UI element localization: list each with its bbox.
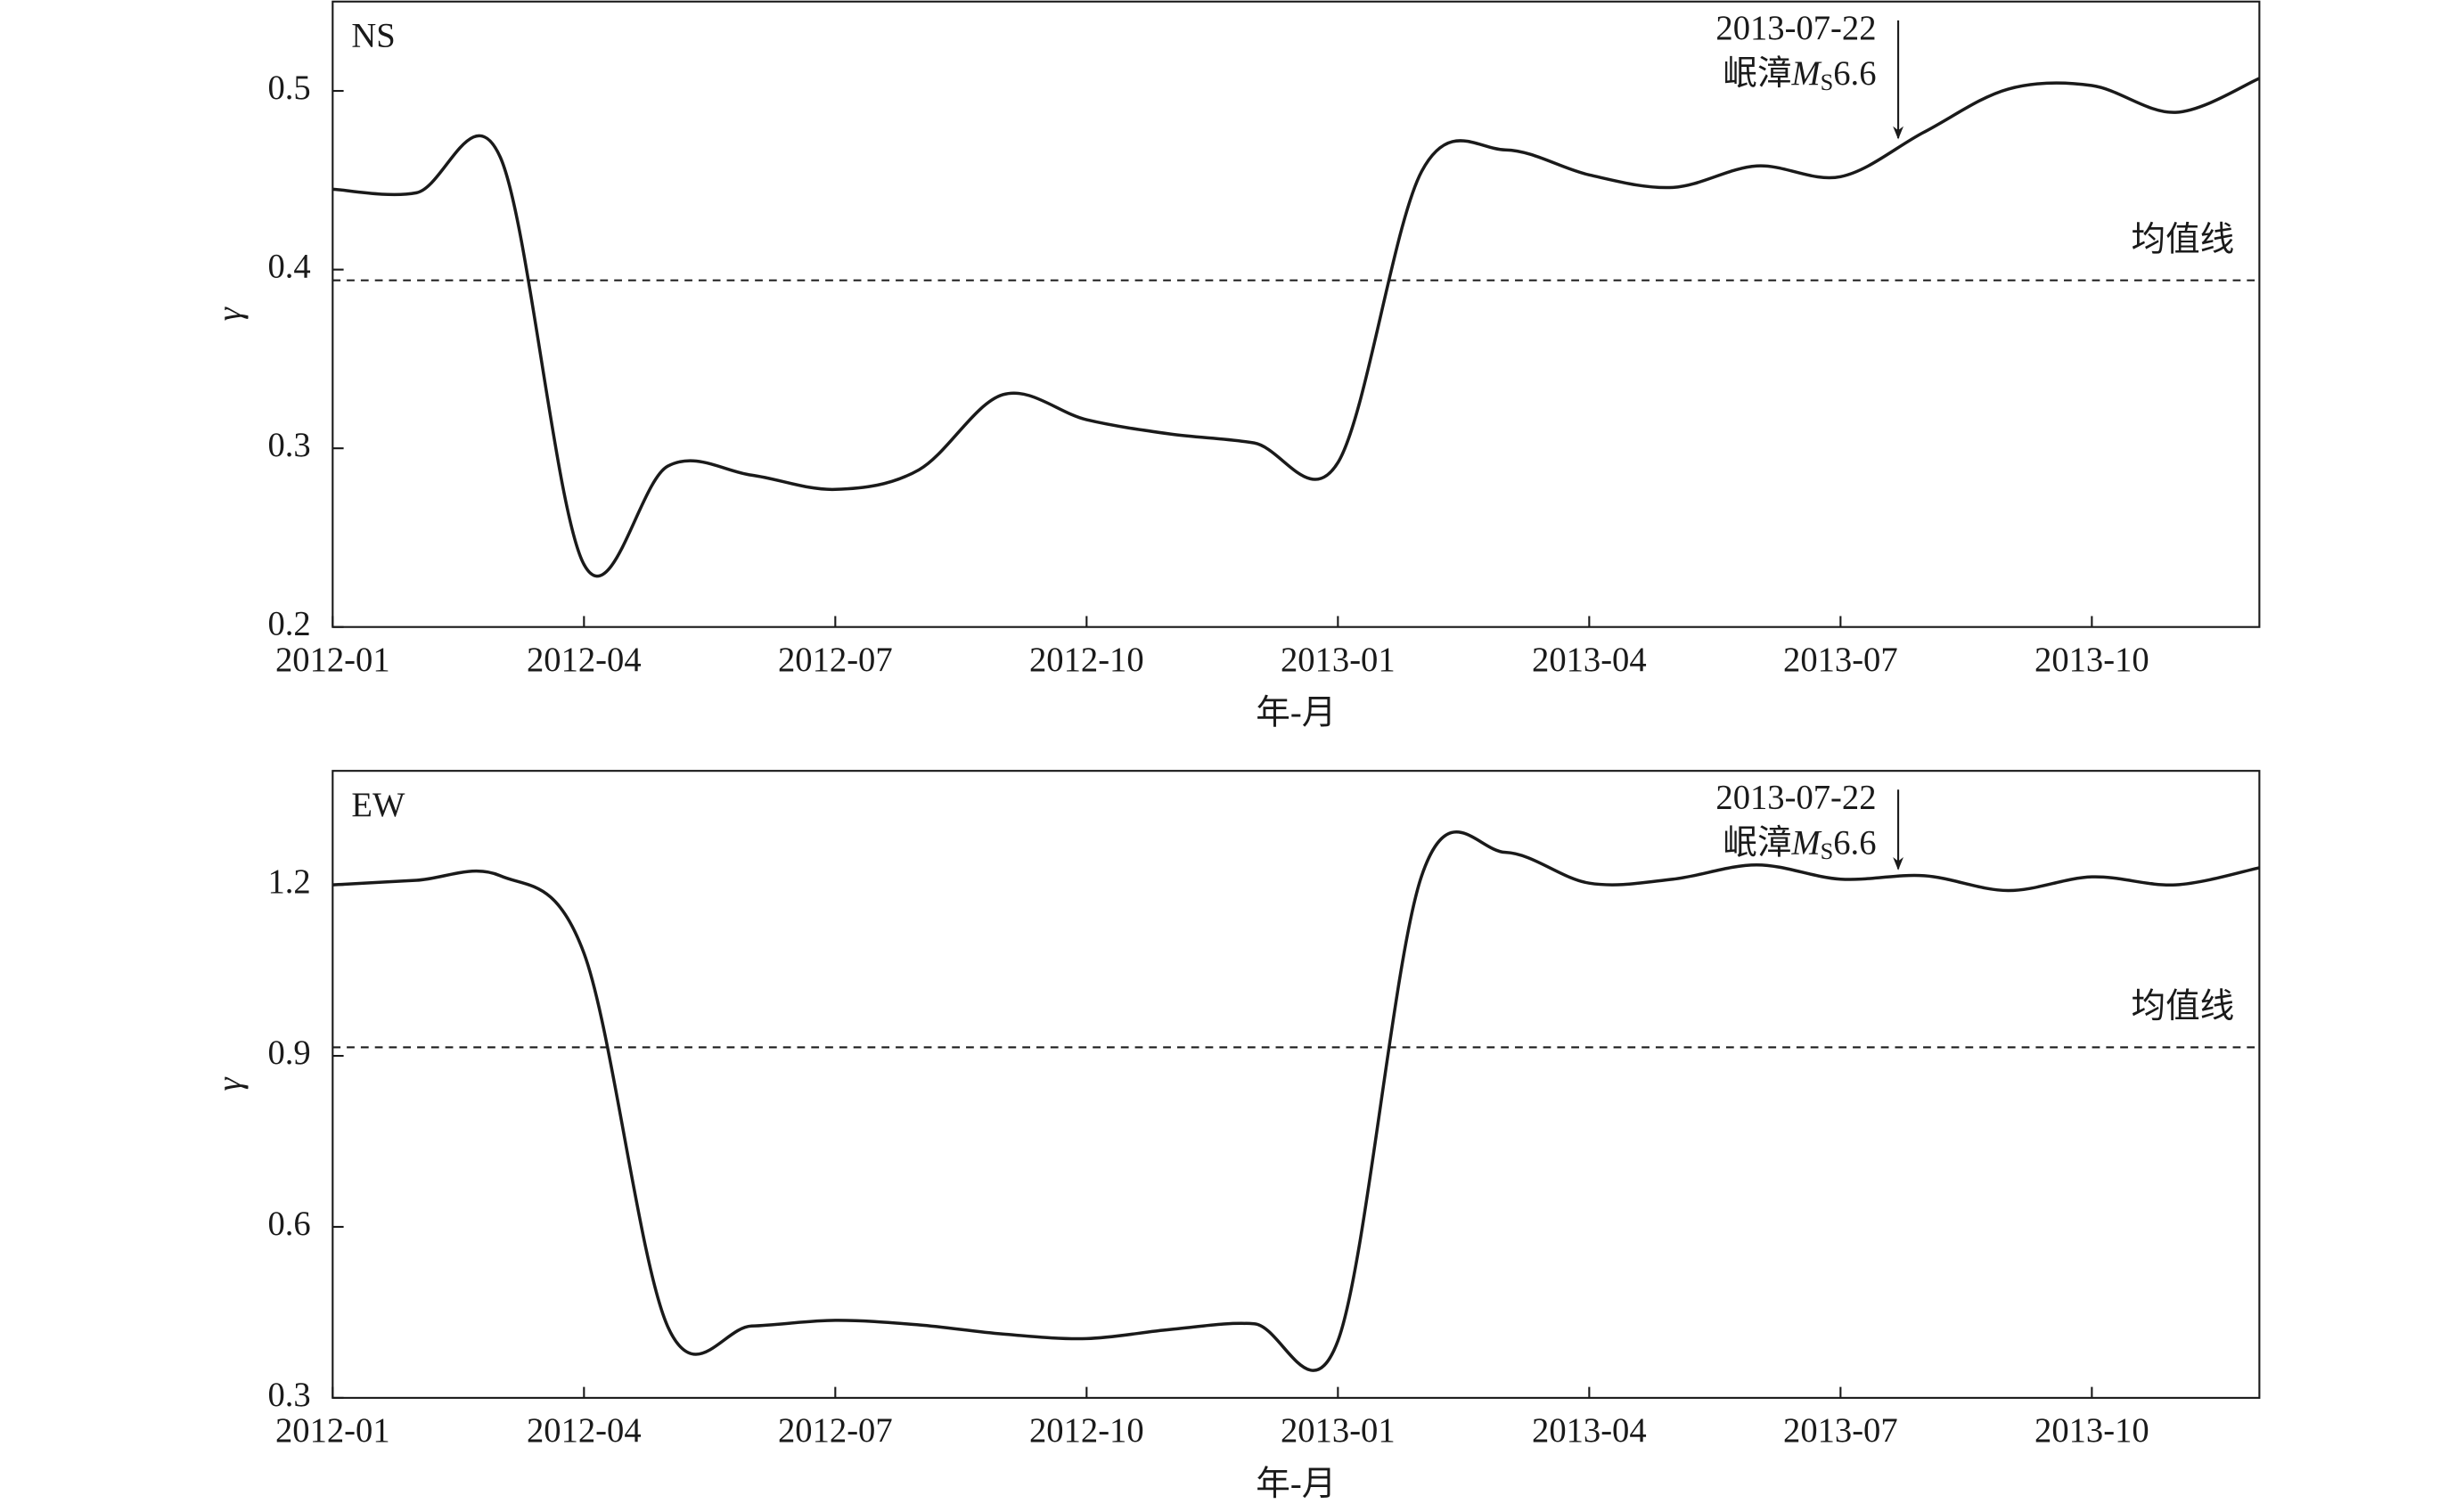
y-tick-label: 0.5: [267, 69, 310, 107]
x-tick-label: 2013-10: [2034, 642, 2149, 679]
y-tick-label: 0.9: [267, 1034, 310, 1072]
x-tick-label: 2013-01: [1281, 642, 1396, 679]
x-tick-label: 2013-07: [1783, 642, 1898, 679]
y-tick-label: 0.4: [267, 248, 310, 285]
x-tick-label: 2012-07: [778, 642, 893, 679]
y-tick-label: 0.6: [267, 1206, 310, 1243]
y-tick-label: 0.3: [267, 427, 310, 464]
x-tick-label: 2013-04: [1532, 1412, 1647, 1450]
panel-label: EW: [351, 787, 405, 824]
x-tick-label: 2013-07: [1783, 1412, 1898, 1450]
y-axis-label: γ: [211, 1076, 249, 1091]
x-tick-label: 2012-04: [527, 1412, 642, 1450]
event-magnitude: 6.6: [1833, 824, 1876, 862]
series-line: [332, 77, 2261, 578]
x-tick-label: 2013-01: [1281, 1412, 1396, 1450]
series-line: [332, 830, 2260, 1372]
x-tick-label: 2012-04: [527, 642, 642, 679]
panel-label: NS: [351, 18, 395, 55]
plot-frame: [332, 770, 2261, 1399]
x-tick-label: 2012-01: [275, 1412, 390, 1450]
y-tick-label: 0.2: [267, 606, 310, 643]
event-date: 2013-07-22: [1715, 10, 1876, 47]
x-axis-label: 年-月: [1256, 694, 1336, 732]
event-subscript: S: [1821, 838, 1834, 864]
event-symbol: M: [1790, 55, 1822, 93]
event-place: 岷漳: [1723, 54, 1791, 93]
x-axis-label: 年-月: [1256, 1465, 1336, 1503]
plot-frame: [332, 0, 2261, 628]
event-label: 岷漳MS6.6: [1723, 823, 1876, 864]
x-tick-label: 2012-01: [275, 642, 390, 679]
x-tick-label: 2013-04: [1532, 642, 1647, 679]
mean-label: 均值线: [2131, 221, 2234, 258]
x-tick-label: 2012-07: [778, 1412, 893, 1450]
y-tick-label: 0.3: [267, 1377, 310, 1414]
event-date: 2013-07-22: [1715, 779, 1876, 816]
x-tick-label: 2012-10: [1029, 1412, 1144, 1450]
x-tick-label: 2013-10: [2034, 1412, 2149, 1450]
event-label: 岷漳MS6.6: [1723, 54, 1876, 95]
y-axis-label: γ: [211, 306, 249, 321]
event-place: 岷漳: [1723, 823, 1791, 862]
event-symbol: M: [1790, 824, 1822, 862]
x-tick-label: 2012-10: [1029, 642, 1144, 679]
y-tick-label: 1.2: [267, 863, 310, 901]
mean-label: 均值线: [2131, 988, 2234, 1026]
event-subscript: S: [1821, 69, 1834, 95]
event-magnitude: 6.6: [1833, 55, 1876, 93]
